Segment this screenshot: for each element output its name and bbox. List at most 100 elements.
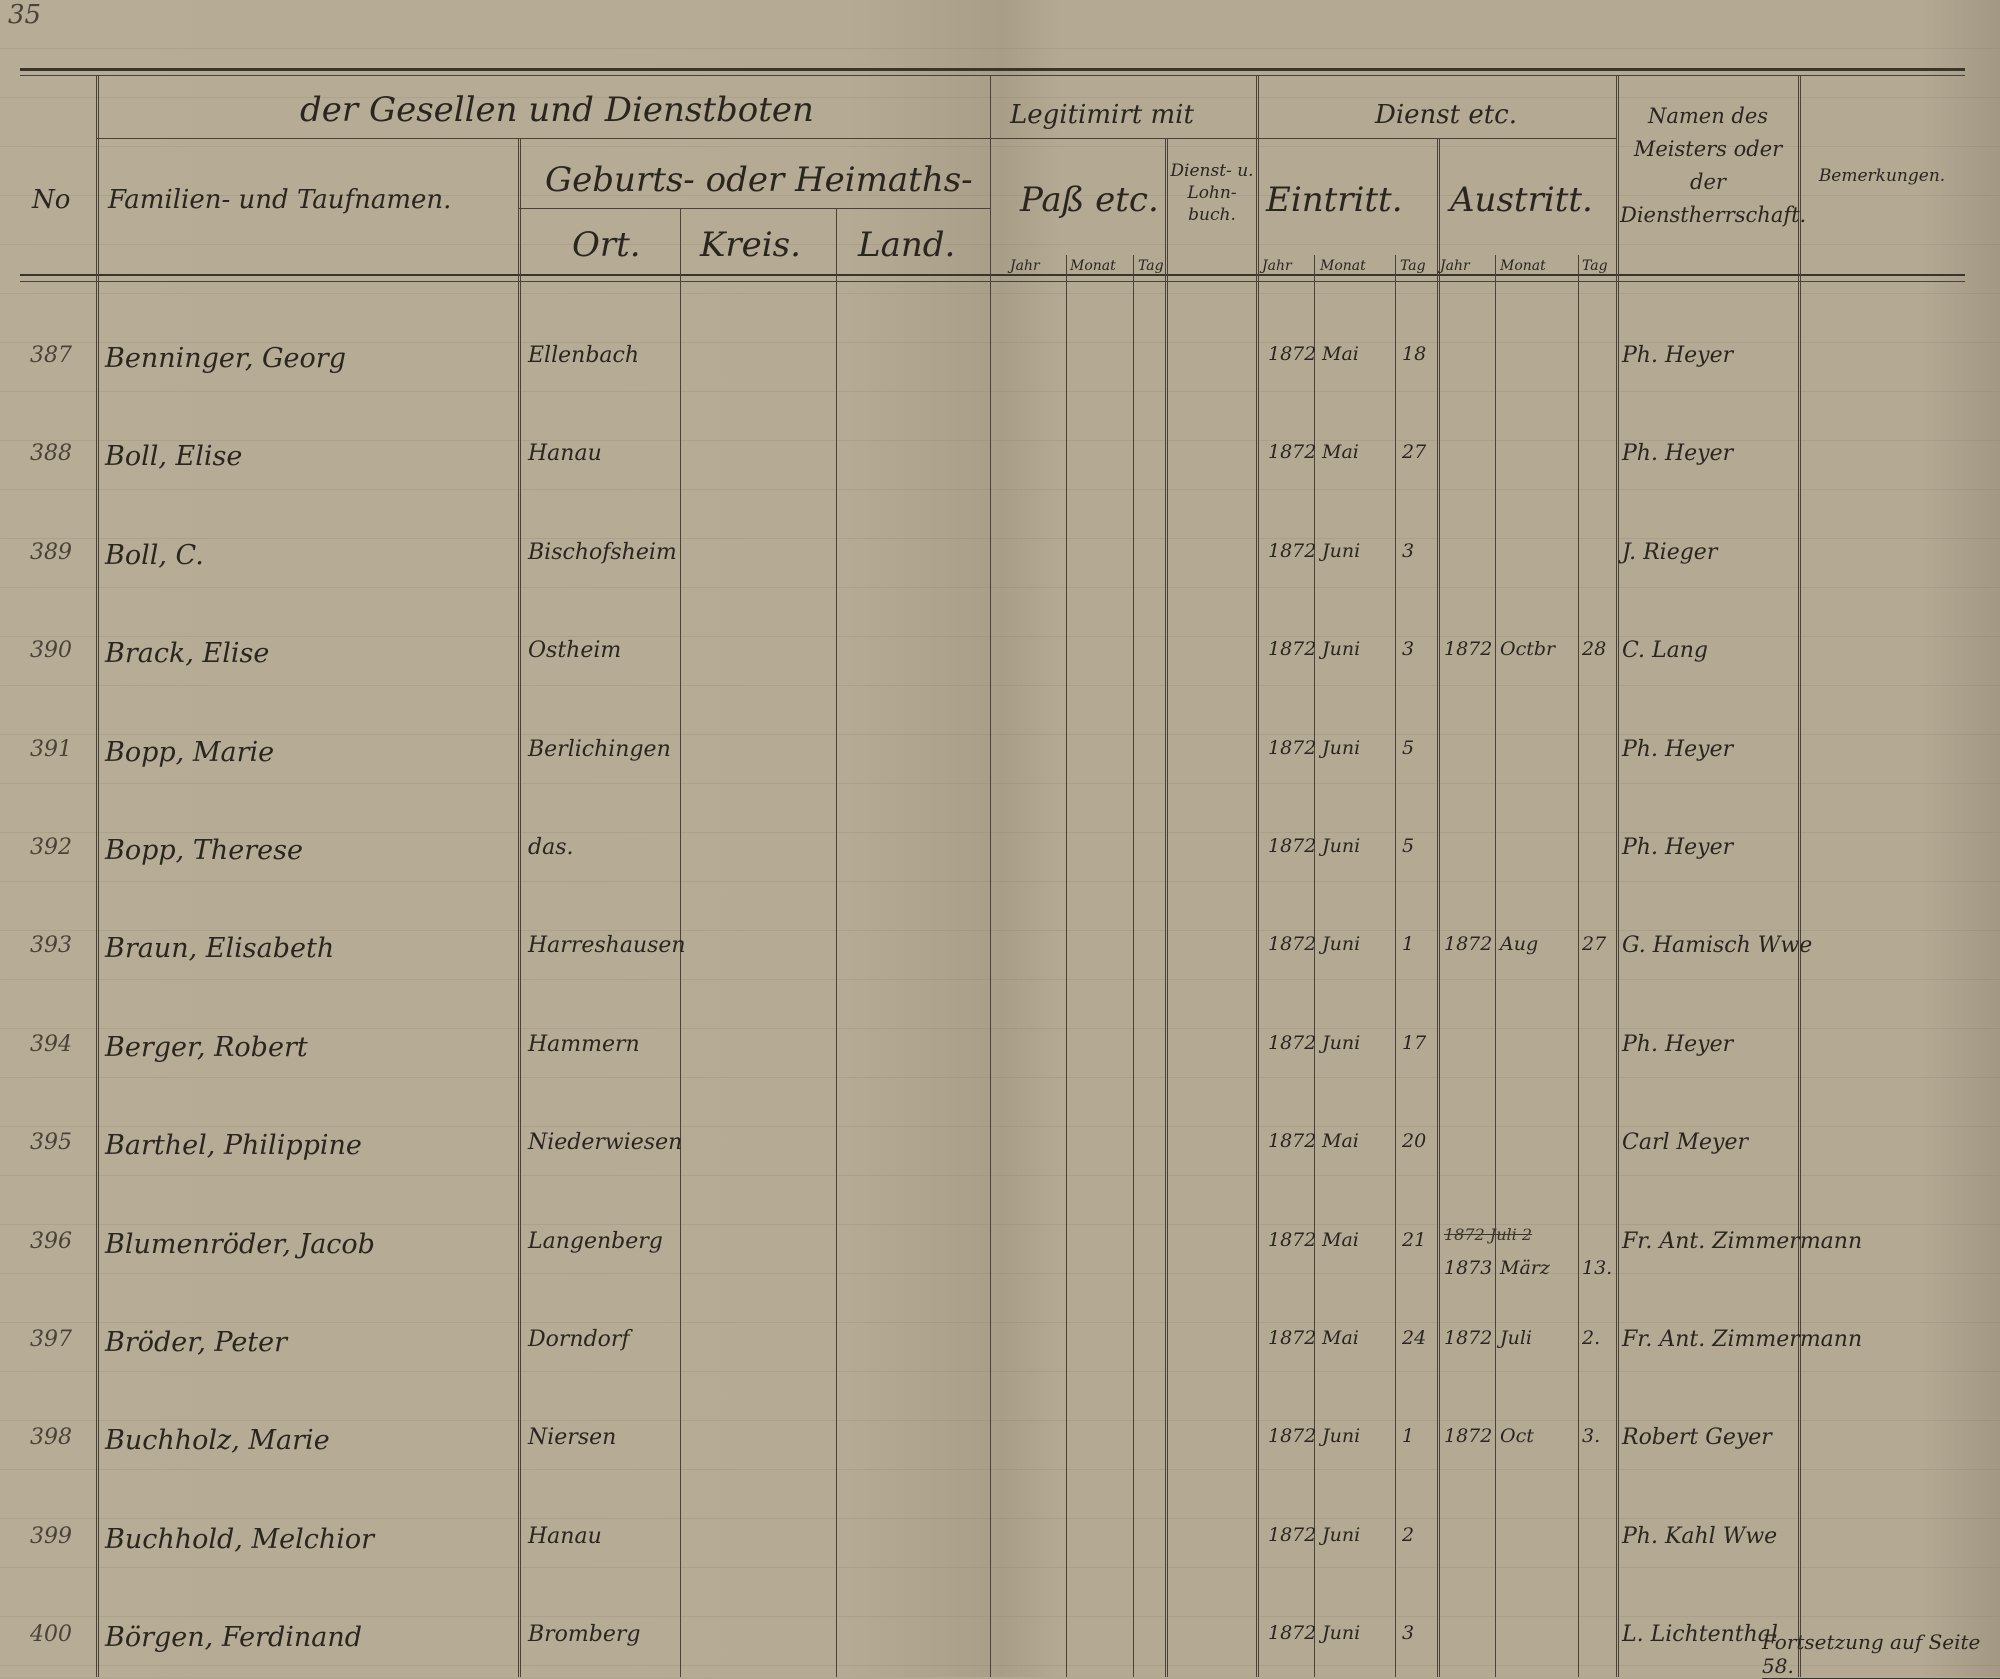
cell-out-month: Aug: [1500, 933, 1539, 956]
cell-out-month: März: [1500, 1256, 1550, 1279]
cell-in-month: Juni: [1322, 638, 1361, 661]
header-in-tag: Tag: [1400, 258, 1426, 274]
cell-in-year: 1872: [1268, 1327, 1317, 1349]
header-service-group: Dienst etc.: [1375, 100, 1518, 130]
header-in-jahr: Jahr: [1262, 258, 1292, 274]
cell-ort: Harreshausen: [528, 933, 686, 959]
header-no: No: [32, 185, 71, 215]
cell-out-day: 27: [1582, 933, 1607, 956]
col-divider-name: [518, 138, 521, 1677]
header-ort: Ort.: [572, 225, 641, 265]
cell-in-year: 1872: [1268, 1130, 1317, 1153]
header-pass-jahr: Jahr: [1010, 258, 1040, 274]
cell-in-month: Juni: [1322, 933, 1361, 956]
col-divider-out-monat: [1578, 255, 1579, 1677]
cell-ort: Hanau: [528, 1523, 602, 1549]
col-divider-kreis: [836, 208, 837, 1677]
cell-name: Braun, Elisabeth: [105, 933, 335, 965]
cell-master: Fr. Ant. Zimmermann: [1622, 1327, 1863, 1352]
cell-master: J. Rieger: [1622, 539, 1718, 565]
cell-ort: Niersen: [528, 1425, 617, 1451]
cell-master: Ph. Heyer: [1622, 1031, 1734, 1057]
cell-ort: Berlichingen: [528, 736, 671, 762]
cell-out-day: 28: [1582, 638, 1607, 661]
cell-in-day: 27: [1402, 441, 1427, 464]
cell-out-day: 3.: [1582, 1425, 1601, 1448]
col-divider-ort: [680, 208, 681, 1677]
header-pass-monat: Monat: [1070, 258, 1116, 274]
cell-name: Barthel, Philippine: [105, 1130, 362, 1162]
col-divider-pass: [1165, 138, 1168, 1677]
cell-in-day: 1: [1402, 933, 1415, 956]
cell-no: 387: [30, 343, 72, 368]
cell-in-year: 1872: [1268, 1523, 1317, 1546]
cell-no: 400: [30, 1622, 72, 1648]
cell-in-year: 1872: [1268, 343, 1317, 365]
cell-in-year: 1872: [1268, 933, 1317, 956]
cell-in-day: 1: [1402, 1425, 1415, 1448]
page-number: 35: [8, 0, 42, 30]
cell-no: 393: [30, 933, 72, 959]
col-divider-dienstbuch: [1256, 75, 1259, 1677]
cell-no: 398: [30, 1425, 72, 1451]
left-page: [0, 0, 1000, 1677]
cell-in-day: 2: [1402, 1523, 1415, 1546]
cell-name: Bopp, Marie: [105, 736, 275, 768]
cell-master: Ph. Heyer: [1622, 835, 1734, 860]
cell-name: Brack, Elise: [105, 638, 270, 670]
cell-name: Berger, Robert: [105, 1031, 308, 1063]
cell-in-day: 24: [1402, 1327, 1427, 1349]
cell-in-month: Mai: [1322, 1130, 1359, 1153]
header-master: Namen des Meisters oder der Dienstherrsc…: [1620, 104, 1807, 227]
header-out-monat: Monat: [1500, 258, 1546, 274]
cell-in-day: 21: [1402, 1228, 1427, 1251]
cell-in-month: Mai: [1322, 343, 1359, 365]
cell-name: Boll, C.: [105, 539, 204, 571]
header-bottom-rule: [20, 274, 1965, 276]
cell-ort: Dorndorf: [528, 1327, 630, 1352]
cell-no: 395: [30, 1130, 72, 1156]
cell-ort: Ostheim: [528, 638, 622, 664]
cell-in-day: 18: [1402, 343, 1427, 365]
cell-no: 394: [30, 1031, 72, 1057]
cell-no: 390: [30, 638, 72, 664]
cell-no: 397: [30, 1327, 72, 1352]
cell-out-year: 1872: [1444, 1425, 1493, 1448]
col-divider-no: [96, 75, 99, 1677]
cell-no: 391: [30, 736, 72, 762]
cell-in-year: 1872: [1268, 1228, 1317, 1251]
cell-master: Ph. Heyer: [1622, 343, 1734, 368]
col-divider-master: [1798, 75, 1801, 1677]
cell-in-month: Juni: [1322, 1425, 1361, 1448]
cell-in-day: 20: [1402, 1130, 1427, 1153]
cell-no: 388: [30, 441, 72, 467]
cell-in-month: Juni: [1322, 1523, 1361, 1546]
col-divider-pass-jahr: [1066, 255, 1067, 1677]
cell-name: Börgen, Ferdinand: [105, 1622, 363, 1654]
cell-in-year: 1872: [1268, 638, 1317, 661]
cell-ort: Ellenbach: [528, 343, 640, 368]
cell-out-month: Oct: [1500, 1425, 1534, 1448]
cell-in-month: Mai: [1322, 1228, 1359, 1251]
cell-ort: das.: [528, 835, 574, 860]
header-group-title: der Gesellen und Dienstboten: [300, 90, 814, 130]
cell-name: Buchhold, Melchior: [105, 1523, 375, 1555]
cell-out-month: Juli: [1500, 1327, 1533, 1349]
cell-in-month: Mai: [1322, 441, 1359, 464]
cell-out-day: 2.: [1582, 1327, 1601, 1349]
cell-ort: Hammern: [528, 1031, 640, 1057]
header-pass-tag: Tag: [1138, 258, 1164, 274]
col-divider-in-jahr: [1314, 255, 1315, 1677]
cell-no: 389: [30, 539, 72, 565]
cell-ort: Bischofsheim: [528, 539, 677, 565]
col-divider-land: [990, 75, 991, 1677]
col-divider-austritt: [1616, 75, 1619, 1677]
header-origin-group: Geburts- oder Heimaths-: [545, 160, 973, 200]
cell-in-month: Juni: [1322, 1031, 1361, 1054]
col-divider-pass-monat: [1133, 255, 1134, 1677]
cell-no: 396: [30, 1228, 72, 1254]
cell-master: Ph. Kahl Wwe: [1622, 1523, 1778, 1549]
cell-name: Bopp, Therese: [105, 835, 303, 866]
header-bottom-rule-thin: [20, 281, 1965, 282]
cell-out-year: 1872: [1444, 638, 1493, 661]
